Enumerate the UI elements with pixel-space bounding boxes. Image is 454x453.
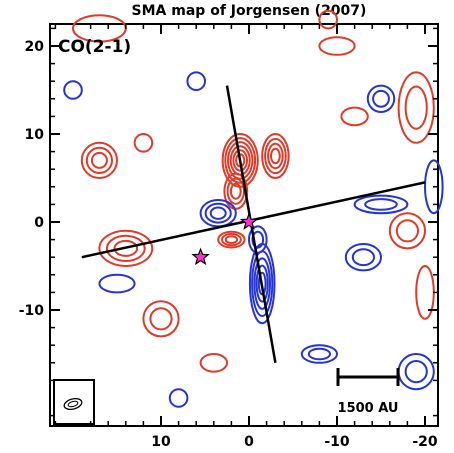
contour-red-10-level-0 xyxy=(340,106,369,127)
contour-red-15-level-0 xyxy=(199,353,229,373)
x-tick-label-1: 0 xyxy=(244,434,254,450)
contour-blue-2-level-2 xyxy=(209,206,227,220)
y-tick-label-2: 0 xyxy=(34,215,44,231)
x-tick-label-0: 10 xyxy=(151,434,171,450)
contour-blue-4-level-1 xyxy=(351,248,375,267)
plot-frame xyxy=(49,23,439,427)
tick-labels: 10 0 -10 -20 20 10 0 -10 xyxy=(19,39,438,450)
contour-red-1-level-1 xyxy=(264,137,287,175)
contour-blue-7-level-1 xyxy=(307,347,331,361)
contour-red-7-level-0 xyxy=(142,300,180,338)
contour-layer xyxy=(63,9,444,408)
contour-red-2-level-2 xyxy=(229,182,242,200)
contour-red-6-level-1 xyxy=(105,234,146,262)
contour-red-7-level-1 xyxy=(149,307,173,331)
contour-blue-5-level-1 xyxy=(372,89,390,108)
contour-blue-0-level-2 xyxy=(253,257,272,310)
star-marker-1 xyxy=(239,212,259,230)
contour-blue-11-level-0 xyxy=(424,159,444,215)
markers xyxy=(191,212,259,266)
y-tick-label-1: 10 xyxy=(25,127,45,143)
contour-blue-3-level-1 xyxy=(364,198,398,211)
y-tick-label-0: 20 xyxy=(25,39,45,55)
contour-red-3-level-2 xyxy=(224,235,239,245)
contour-red-4-level-2 xyxy=(90,151,108,169)
contour-red-0-level-2 xyxy=(227,141,254,180)
contour-red-14-level-0 xyxy=(318,9,339,30)
contour-red-2-level-1 xyxy=(226,177,246,205)
contour-red-6-level-2 xyxy=(113,239,139,257)
contour-blue-1-level-0 xyxy=(247,225,268,254)
contour-red-3-level-1 xyxy=(221,232,242,247)
chart-title: SMA map of Jorgensen (2007) xyxy=(132,3,367,19)
scale-bar-label: 1500 AU xyxy=(338,401,399,416)
star-marker-2 xyxy=(191,247,210,266)
contour-blue-4-level-0 xyxy=(344,243,382,272)
contour-red-8-level-0 xyxy=(397,71,435,144)
contour-blue-10-level-0 xyxy=(168,388,189,408)
x-tick-label-3: -20 xyxy=(412,434,438,450)
x-tick-label-2: -10 xyxy=(324,434,350,450)
contour-blue-2-level-1 xyxy=(204,202,232,224)
contour-red-11-level-0 xyxy=(388,212,426,250)
scale-bar: 1500 AU xyxy=(336,368,400,416)
contour-red-0-level-4 xyxy=(232,149,248,172)
plot-area xyxy=(49,9,444,427)
y-tick-label-3: -10 xyxy=(19,303,45,319)
beam-box xyxy=(53,379,95,425)
contour-blue-5-level-0 xyxy=(366,84,396,114)
beam-ellipse-inner xyxy=(67,400,79,408)
contour-red-1-level-3 xyxy=(270,147,281,165)
contour-red-4-level-1 xyxy=(85,146,114,174)
contour-blue-7-level-0 xyxy=(300,344,338,364)
contour-red-5-level-0 xyxy=(133,133,154,153)
contour-red-0-level-1 xyxy=(224,137,257,184)
contour-red-4-level-0 xyxy=(80,141,119,179)
beam-ellipse-outer xyxy=(63,397,83,411)
contour-red-8-level-1 xyxy=(404,85,428,130)
contour-blue-0-level-3 xyxy=(255,264,269,303)
contour-blue-8-level-0 xyxy=(63,80,83,100)
contour-blue-3-level-0 xyxy=(353,194,409,215)
contour-red-6-level-0 xyxy=(98,229,154,267)
contour-series-blue xyxy=(63,71,444,408)
contour-blue-1-level-1 xyxy=(251,230,265,249)
contour-blue-6-level-1 xyxy=(404,360,428,384)
contour-red-11-level-1 xyxy=(395,219,419,243)
contour-red-1-level-0 xyxy=(261,133,290,179)
panel-label: CO(2-1) xyxy=(58,37,131,57)
beam-box-frame xyxy=(53,379,95,425)
contour-red-1-level-2 xyxy=(267,142,284,170)
contour-blue-12-level-0 xyxy=(186,71,206,91)
contour-red-3-level-0 xyxy=(217,230,246,249)
contour-red-9-level-0 xyxy=(318,36,356,56)
contour-blue-9-level-0 xyxy=(98,273,136,294)
